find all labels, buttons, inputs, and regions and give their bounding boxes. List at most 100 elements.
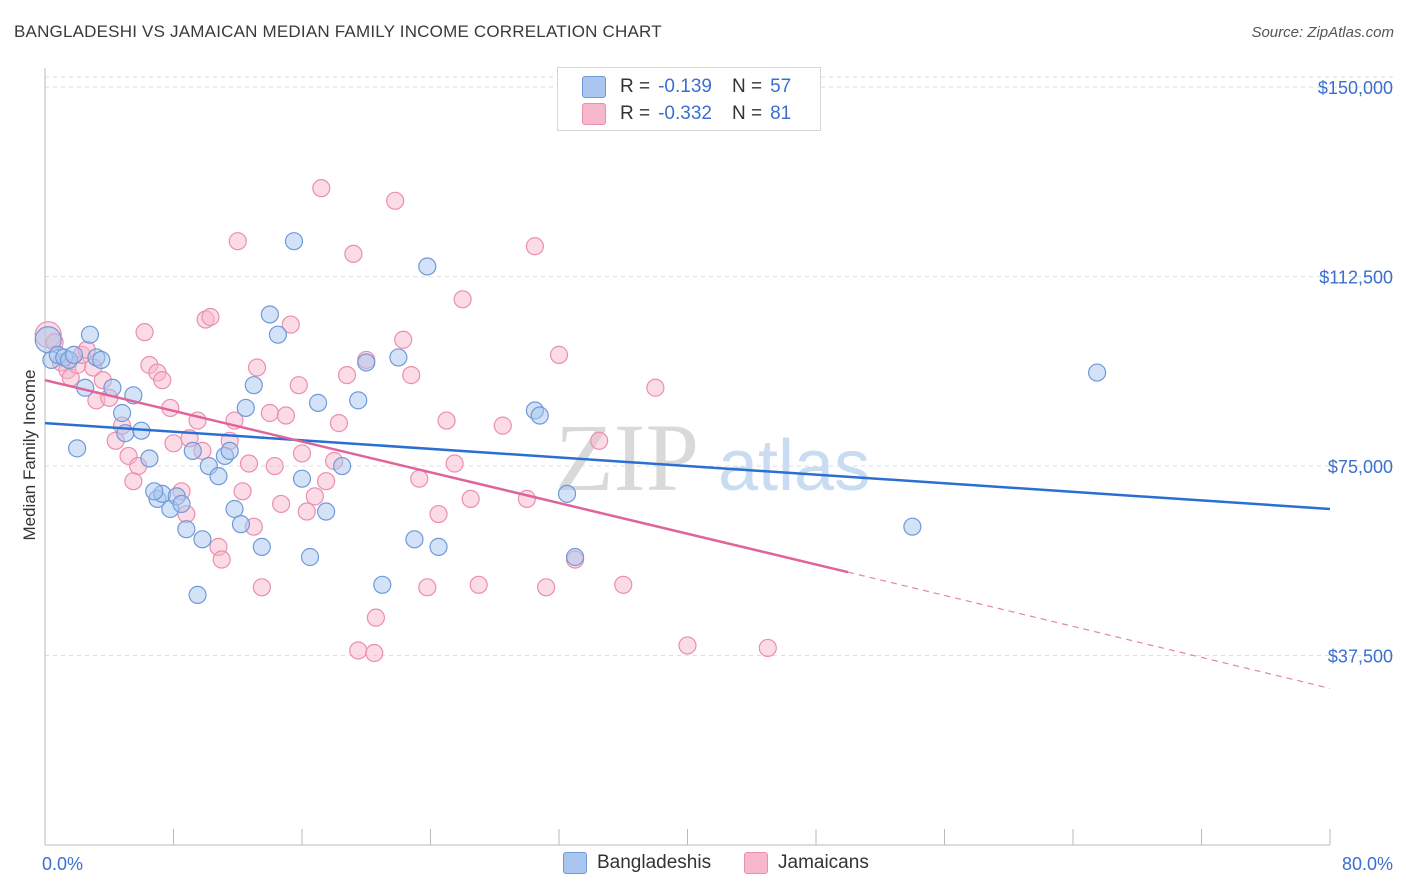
point-jamaican: [394, 330, 413, 349]
point-jamaican: [549, 345, 569, 364]
point-bangladeshi: [565, 547, 585, 567]
point-bangladeshi: [292, 469, 312, 488]
point-bangladeshi: [308, 393, 328, 412]
point-bangladeshi: [68, 439, 87, 458]
point-bangladeshi: [140, 449, 159, 468]
legend-item-bangladeshis: Bangladeshis: [563, 852, 711, 874]
point-jamaican: [212, 550, 231, 569]
legend-swatch-pink: [744, 852, 768, 874]
legend-item-jamaicans: Jamaicans: [744, 852, 869, 874]
point-jamaican: [590, 431, 609, 450]
point-jamaican: [418, 578, 437, 597]
correlation-legend: R = -0.139 N = 57 R = -0.332 N = 81: [557, 67, 821, 131]
legend-row-jamaicans: R = -0.332 N = 81: [582, 102, 791, 126]
point-jamaican: [537, 578, 556, 597]
point-bangladeshi: [172, 494, 191, 514]
y-tick-label: $37,500: [1328, 647, 1393, 667]
point-bangladeshi: [300, 547, 320, 567]
legend-swatch-blue: [582, 76, 606, 98]
point-jamaican: [247, 358, 267, 377]
point-jamaican: [337, 366, 357, 385]
point-jamaican: [365, 643, 384, 663]
point-jamaican: [164, 434, 183, 453]
trend-line-jamaicans: [44, 378, 849, 574]
legend-n-value: 57: [770, 76, 792, 97]
legend-r-label: R =: [620, 76, 651, 97]
point-bangladeshi: [64, 345, 84, 364]
legend-label-jamaicans: Jamaicans: [778, 852, 869, 873]
legend-swatch-blue: [563, 852, 587, 874]
point-bangladeshi: [1087, 363, 1107, 382]
point-bangladeshi: [268, 325, 288, 344]
trend-lines: [44, 378, 1331, 689]
point-bangladeshi: [333, 456, 352, 476]
chart-title: BANGLADESHI VS JAMAICAN MEDIAN FAMILY IN…: [14, 22, 662, 41]
x-tick-label-max: 80.0%: [1342, 854, 1393, 874]
point-jamaican: [646, 378, 665, 397]
point-bangladeshi: [316, 502, 336, 521]
point-bangladeshi: [193, 530, 212, 549]
point-bangladeshi: [80, 325, 100, 344]
point-bangladeshi: [373, 575, 392, 594]
point-jamaican: [260, 403, 279, 423]
y-tick-label: $150,000: [1318, 78, 1393, 98]
watermark-zip: ZIP: [555, 404, 699, 511]
watermark: ZIP atlas: [555, 404, 870, 511]
point-jamaican: [410, 469, 429, 488]
point-jamaican: [297, 502, 316, 521]
y-tick-label: $112,500: [1319, 268, 1393, 288]
trend-line-bangladeshis: [44, 421, 1331, 511]
point-jamaican: [305, 487, 324, 506]
point-bangladeshi: [183, 441, 202, 460]
data-points: [34, 179, 1107, 663]
point-jamaican: [239, 454, 259, 473]
point-jamaican: [228, 232, 247, 251]
legend-r-value: -0.139: [658, 76, 712, 97]
point-bangladeshi: [188, 585, 207, 604]
point-jamaican: [453, 290, 472, 309]
point-bangladeshi: [177, 520, 196, 539]
point-jamaican: [153, 371, 172, 390]
point-bangladeshi: [145, 482, 164, 501]
point-bangladeshi: [284, 232, 304, 251]
legend-n-label: N =: [731, 103, 763, 124]
point-jamaican: [233, 482, 252, 501]
point-bangladeshi: [220, 441, 239, 460]
point-bangladeshi: [429, 537, 448, 556]
legend-swatch-pink: [582, 103, 606, 125]
point-jamaican: [281, 315, 300, 334]
point-bangladeshi: [389, 348, 408, 367]
point-jamaican: [366, 608, 385, 627]
x-tick-label-min: 0.0%: [42, 854, 83, 874]
point-bangladeshi: [236, 398, 255, 418]
legend-row-bangladeshis: R = -0.139 N = 57: [582, 75, 791, 99]
point-jamaican: [135, 323, 154, 342]
legend-r-label: R =: [620, 103, 651, 124]
point-jamaican: [429, 504, 448, 524]
point-jamaican: [758, 638, 777, 658]
point-jamaican: [272, 494, 291, 514]
point-jamaican: [201, 307, 220, 327]
gridlines: [45, 76, 1395, 657]
point-jamaican: [445, 454, 464, 473]
point-bangladeshi: [418, 257, 437, 276]
point-jamaican: [316, 472, 336, 491]
point-jamaican: [289, 376, 308, 395]
tick-labels: $37,500 $75,000 $112,500 $150,000 0.0% 80.0%: [42, 78, 1393, 874]
point-jamaican: [437, 411, 456, 430]
point-bangladeshi: [209, 467, 228, 486]
trend-line-jamaicans-extrapolated: [847, 571, 1331, 689]
point-jamaican: [292, 444, 312, 463]
point-bangladeshi: [405, 530, 424, 549]
point-jamaican: [124, 472, 143, 491]
point-bangladeshi: [112, 403, 132, 423]
point-bangladeshi: [357, 353, 376, 372]
point-bangladeshi: [231, 515, 251, 534]
point-jamaican: [678, 636, 697, 655]
legend-r-value: -0.332: [658, 103, 712, 124]
point-jamaican: [402, 366, 421, 385]
watermark-atlas: atlas: [718, 426, 870, 506]
point-bangladeshi: [252, 537, 271, 556]
point-jamaican: [614, 575, 633, 594]
